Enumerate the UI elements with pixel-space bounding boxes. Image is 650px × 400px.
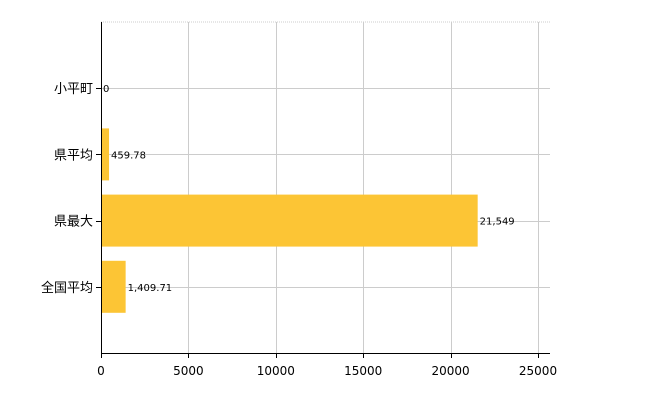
x-tick-label-20000: 20000 (432, 364, 470, 378)
axes (96, 22, 550, 358)
category-label-2: 県最大 (54, 215, 93, 230)
category-label-3: 全国平均 (41, 280, 93, 296)
bar-県平均 (101, 128, 110, 181)
data-label-3: 1,409.71 (128, 283, 173, 294)
data-label-2: 21,549 (480, 217, 515, 228)
x-tick-label-5000: 5000 (173, 364, 204, 378)
grid-lines (101, 21, 550, 353)
x-tick-label-15000: 15000 (344, 364, 382, 378)
x-tick-label-10000: 10000 (257, 364, 295, 378)
x-tick-label-0: 0 (97, 364, 105, 378)
category-label-0: 小平町 (54, 82, 93, 97)
bar-県最大 (101, 194, 478, 247)
data-label-0: 0 (103, 84, 109, 95)
category-label-1: 県平均 (54, 148, 93, 163)
x-tick-label-25000: 25000 (519, 364, 557, 378)
data-label-1: 459.78 (111, 150, 146, 161)
bars (101, 128, 478, 313)
bar-全国平均 (101, 260, 126, 313)
